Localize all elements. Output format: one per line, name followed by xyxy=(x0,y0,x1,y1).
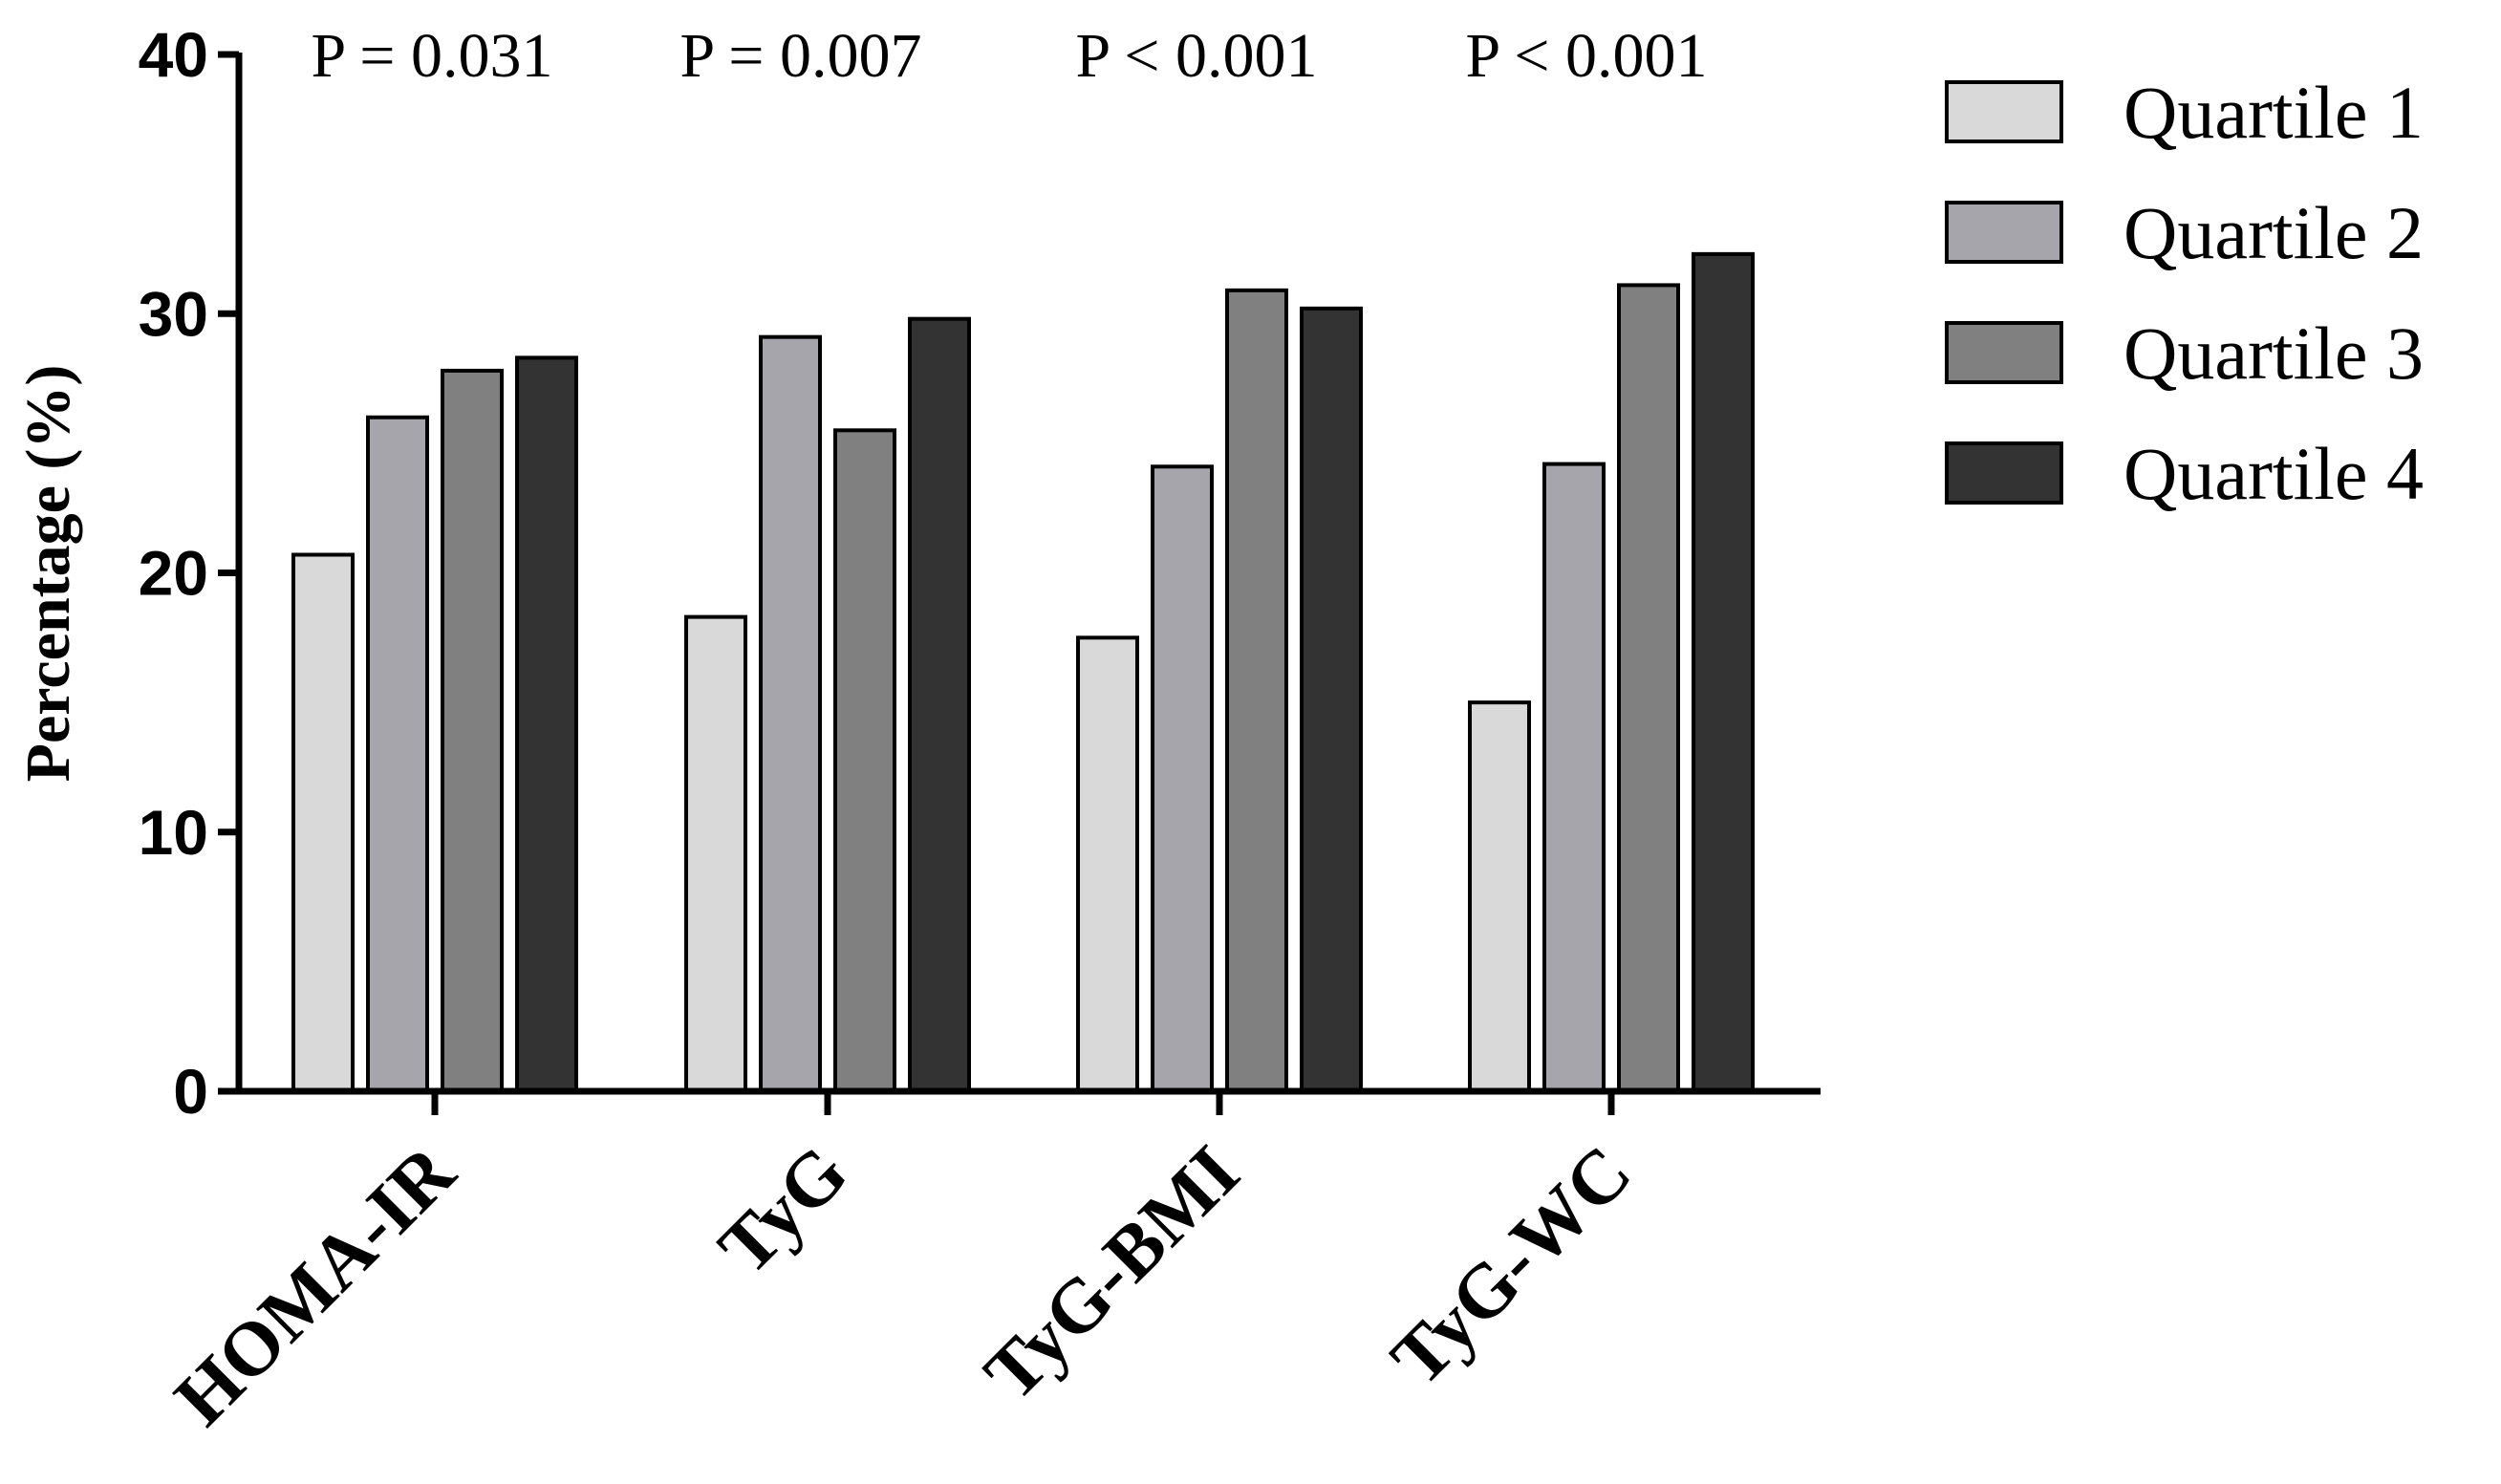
legend: Quartile 1 Quartile 2 Quartile 3 Quartile 4 xyxy=(1945,71,2424,515)
bar-tyg-bmi-q4 xyxy=(1300,306,1363,1093)
y-axis-label: Percentage (%) xyxy=(13,365,83,783)
bar-tyg-q3 xyxy=(833,428,896,1093)
legend-label-q4: Quartile 4 xyxy=(2124,432,2424,515)
x-category-label-tyg-bmi: TyG-BMI xyxy=(969,1130,1256,1417)
p-value-annotation: P = 0.007 xyxy=(680,21,922,91)
bar-tyg-q4 xyxy=(908,316,971,1093)
bar-tyg-q1 xyxy=(684,614,747,1093)
bar-homa-ir-q2 xyxy=(366,415,429,1093)
bar-tyg-bmi-q2 xyxy=(1151,464,1214,1094)
y-tick-label: 20 xyxy=(139,538,208,609)
x-ticks-group: HOMA-IR TyG TyG-BMI TyG-WC xyxy=(160,1091,1648,1442)
legend-label-q3: Quartile 3 xyxy=(2124,312,2424,395)
bars-group xyxy=(291,251,1755,1094)
x-category-label-tyg: TyG xyxy=(703,1130,864,1291)
y-tick-label: 0 xyxy=(173,1056,208,1127)
bar-tyg-wc-q1 xyxy=(1468,700,1531,1093)
bar-tyg-wc-q3 xyxy=(1617,283,1680,1094)
x-category-label-homa-ir: HOMA-IR xyxy=(160,1129,472,1442)
bar-homa-ir-q1 xyxy=(291,552,355,1093)
bar-tyg-bmi-q3 xyxy=(1225,288,1288,1093)
x-category-label-tyg-wc: TyG-WC xyxy=(1375,1130,1647,1402)
legend-swatch-q3 xyxy=(1945,321,2063,384)
bar-tyg-q2 xyxy=(759,334,822,1094)
y-tick-label: 30 xyxy=(139,278,208,349)
legend-swatch-q4 xyxy=(1945,441,2063,505)
bar-tyg-bmi-q1 xyxy=(1076,635,1139,1093)
p-value-annotation: P = 0.031 xyxy=(312,21,553,91)
y-ticks-group: 0 10 20 30 40 xyxy=(139,19,239,1127)
bar-tyg-wc-q2 xyxy=(1542,462,1606,1093)
p-value-annotation: P < 0.001 xyxy=(1466,21,1708,91)
legend-label-q2: Quartile 2 xyxy=(2124,191,2424,274)
annotations-group: P = 0.031 P = 0.007 P < 0.001 P < 0.001 xyxy=(312,21,1708,91)
bar-homa-ir-q4 xyxy=(515,355,578,1093)
y-tick-label: 10 xyxy=(139,797,208,868)
legend-swatch-q1 xyxy=(1945,80,2063,143)
bar-homa-ir-q3 xyxy=(441,368,504,1093)
legend-swatch-q2 xyxy=(1945,201,2063,264)
bar-tyg-wc-q4 xyxy=(1692,251,1755,1093)
y-tick-label: 40 xyxy=(139,19,208,90)
legend-label-q1: Quartile 1 xyxy=(2124,71,2424,154)
p-value-annotation: P < 0.001 xyxy=(1076,21,1318,91)
